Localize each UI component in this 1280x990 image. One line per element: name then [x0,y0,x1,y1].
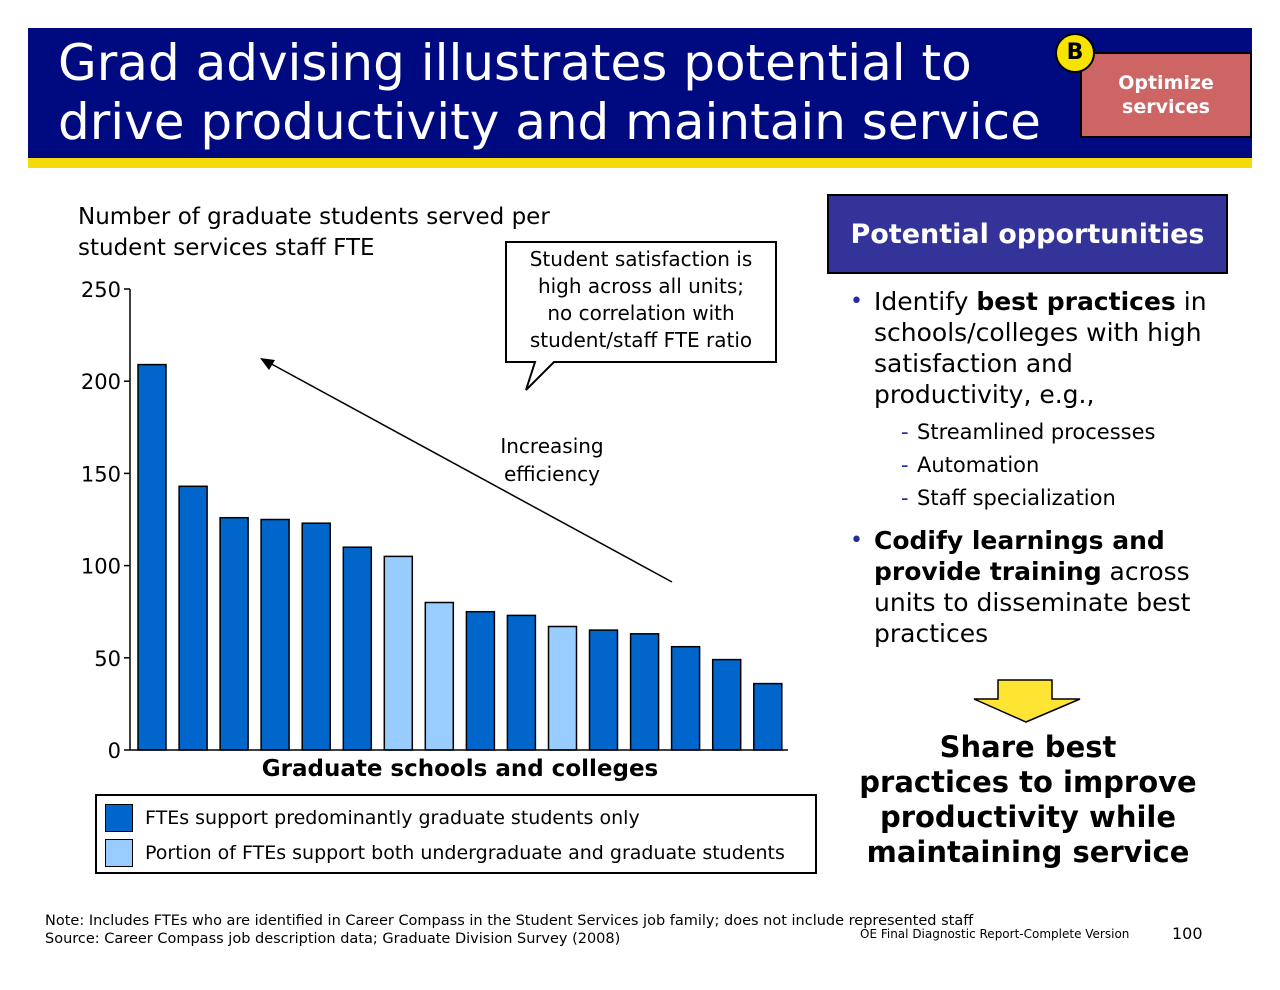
bullet1-emphasis: best practices [976,287,1176,316]
bar-1 [137,363,167,751]
sub-item-streamlined: - Streamlined processes [901,416,1230,449]
sub-item-label: Streamlined processes [917,420,1156,444]
bar-3 [219,516,249,751]
page-title: Grad advising illustrates potential to d… [58,34,1041,151]
y-tick-label: 50 [94,647,121,671]
bar-10 [506,614,537,751]
chart-title: Number of graduate students served per s… [78,204,550,261]
x-axis-label: Graduate schools and colleges [261,756,659,782]
trend-label: Increasing efficiency [500,434,604,486]
legend-swatch-both [105,839,133,867]
y-tick-label: 150 [81,462,121,486]
legend-swatch-grad [105,804,133,832]
title-banner [28,28,1252,158]
bar-2 [178,485,208,751]
page-number: 100 [1172,924,1203,943]
bar-16 [753,682,783,751]
bar-13 [629,633,660,751]
sub-item-specialization: - Staff specialization [901,482,1230,515]
bullet1-suffix: in schools/colleges with high satisfacti… [874,287,1207,409]
report-name: OE Final Diagnostic Report-Complete Vers… [860,927,1130,941]
bar-4 [260,518,290,751]
legend-label-grad: FTEs support predominantly graduate stud… [145,807,640,829]
opportunity-bullet-best-practices: • Identify best practices in schools/col… [850,286,1230,410]
legend-label-both: Portion of FTEs support both undergradua… [145,842,785,864]
footnote-source: Source: Career Compass job description d… [45,931,621,947]
y-tick-label: 100 [81,555,121,579]
bar-9 [465,610,496,751]
bar-11 [547,625,578,751]
bar-6 [342,546,373,751]
callout-text: Student satisfaction is high across all … [529,247,753,352]
y-tick-group: 0 50 100 150 200 250 [81,278,130,763]
bullet-dot-icon: • [850,289,863,314]
down-arrow-icon [973,679,1081,723]
footnote-note: Note: Includes FTEs who are identified i… [45,913,974,929]
efficiency-trend-arrow [265,360,673,583]
trend-arrowhead [260,358,275,370]
legend-item-grad: FTEs support predominantly graduate stud… [105,802,640,834]
opportunity-bullet-codify: • Codify learnings and provide training … [850,525,1230,649]
footnote: Note: Includes FTEs who are identified i… [45,912,1025,948]
sub-item-label: Staff specialization [917,486,1116,510]
opportunities-list: • Identify best practices in schools/col… [850,286,1230,649]
y-tick-label: 250 [81,278,121,302]
bar-group [137,363,783,751]
bar-5 [301,522,331,751]
bar-12 [588,629,619,751]
dash-icon: - [901,453,909,477]
conclusion-text: Share best practices to improve producti… [859,730,1197,869]
bar-7 [383,555,414,751]
bullet1-prefix: Identify [874,287,977,316]
bar-chart: 0 50 100 150 200 250 [81,241,788,763]
sub-item-label: Automation [917,453,1040,477]
callout-bubble [505,241,777,391]
bar-8 [424,601,455,751]
legend-item-both: Portion of FTEs support both undergradua… [105,837,785,869]
section-badge: B [1055,33,1095,73]
y-tick-label: 200 [81,370,121,394]
dash-icon: - [901,420,909,444]
bullet2-suffix: across units to disseminate best practic… [874,557,1191,648]
title-underline [28,158,1252,168]
category-tag: Optimize services [1080,52,1252,138]
bar-15 [711,658,742,751]
examples-sublist: - Streamlined processes - Automation - Staf… [901,416,1230,515]
bullet2-emphasis: Codify learnings and provide training [874,526,1165,586]
y-tick-label: 0 [108,739,121,763]
dash-icon: - [901,486,909,510]
bar-14 [670,645,701,751]
chart-legend: FTEs support predominantly graduate stud… [95,794,817,874]
sub-item-automation: - Automation [901,449,1230,482]
bullet-dot-icon: • [850,528,863,553]
opportunities-header: Potential opportunities [827,194,1228,274]
